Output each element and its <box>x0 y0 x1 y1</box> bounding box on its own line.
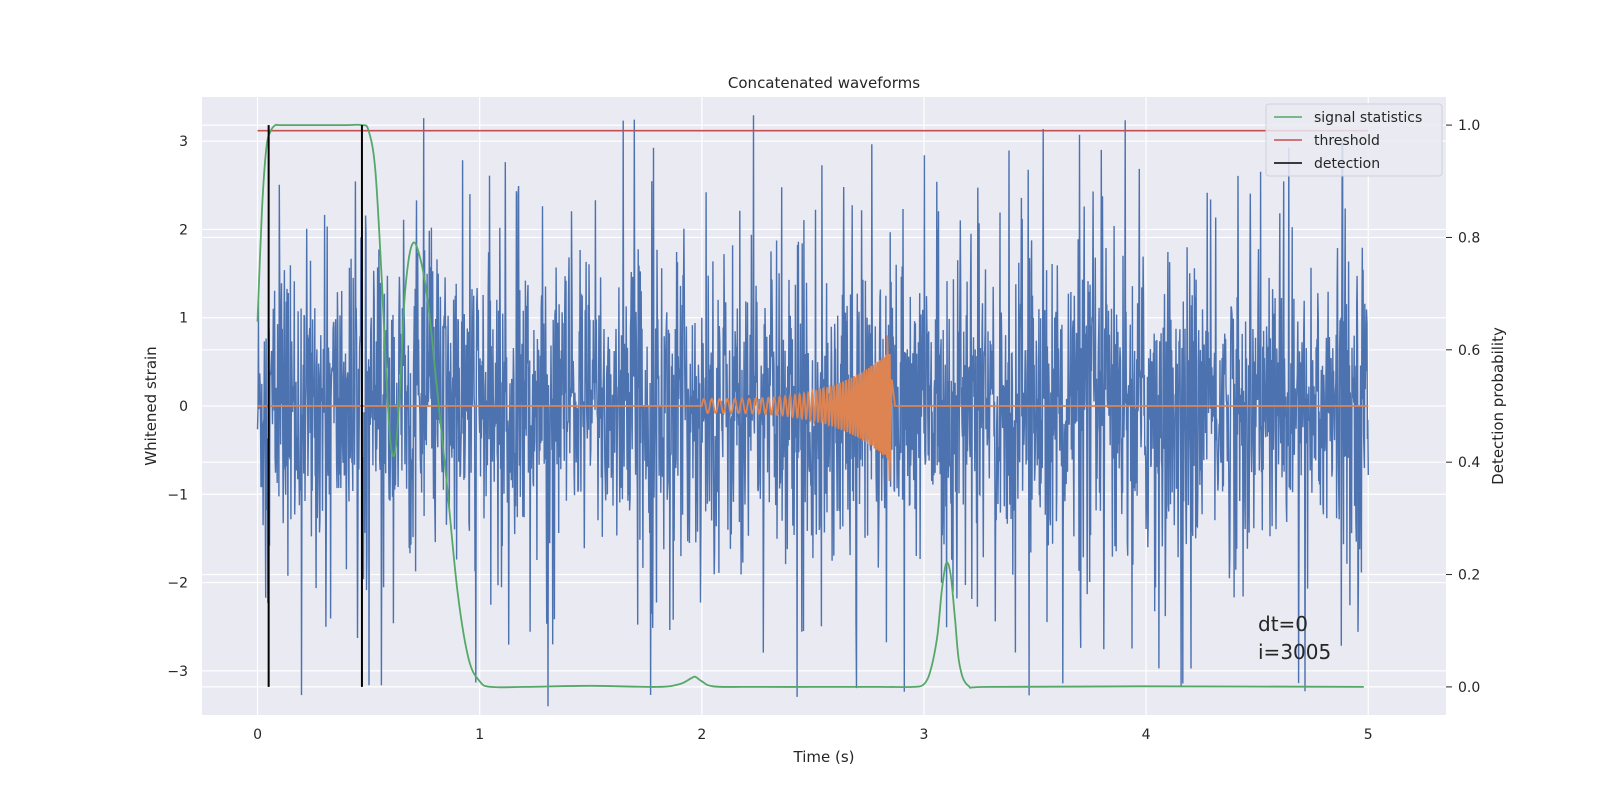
legend: signal statistics threshold detection <box>1265 103 1443 177</box>
y-tick-label: 0 <box>179 399 188 415</box>
x-tick-label: 4 <box>1142 727 1151 743</box>
annotation-dt: dt=0 <box>1258 612 1308 636</box>
x-tick-label: 0 <box>253 727 262 743</box>
legend-label-detection: detection <box>1314 156 1380 172</box>
legend-label-signal-statistics: signal statistics <box>1314 110 1422 126</box>
noise-series-line <box>256 115 1369 707</box>
y-tick-label: 3 <box>179 134 188 150</box>
x-axis-label: Time (s) <box>793 748 855 766</box>
y-axis-label: Whitened strain <box>142 346 160 465</box>
annotation-index: i=3005 <box>1258 640 1331 664</box>
y-right-tick-label: 0.8 <box>1458 230 1480 246</box>
series-layer <box>256 115 1369 707</box>
y-right-tick-label: 0.0 <box>1458 680 1480 696</box>
y-right-tick-label: 1.0 <box>1458 118 1480 134</box>
y-tick-label: −1 <box>167 487 188 503</box>
y-tick-label: 1 <box>179 311 188 327</box>
y-tick-label: 2 <box>179 222 188 238</box>
y-right-tick-label: 0.2 <box>1458 568 1480 584</box>
x-tick-label: 2 <box>697 727 706 743</box>
chart-title: Concatenated waveforms <box>728 74 920 92</box>
chirp-series-line <box>257 335 1369 482</box>
x-tick-label: 3 <box>920 727 929 743</box>
legend-label-threshold: threshold <box>1314 133 1380 149</box>
y-right-tick-label: 0.6 <box>1458 343 1480 359</box>
y-tick-label: −3 <box>167 664 188 680</box>
y-right-tick-label: 0.4 <box>1458 455 1480 471</box>
axis-layer: 0 1 2 3 4 5 −3 −2 −1 0 1 2 3 0.0 0.2 0.4 0.6 0.8 1.0 <box>167 118 1480 743</box>
x-tick-label: 1 <box>475 727 484 743</box>
x-tick-label: 5 <box>1364 727 1373 743</box>
y-tick-label: −2 <box>167 576 188 592</box>
y-axis-label-right: Detection probability <box>1489 327 1507 485</box>
legend-frame <box>1265 103 1443 177</box>
